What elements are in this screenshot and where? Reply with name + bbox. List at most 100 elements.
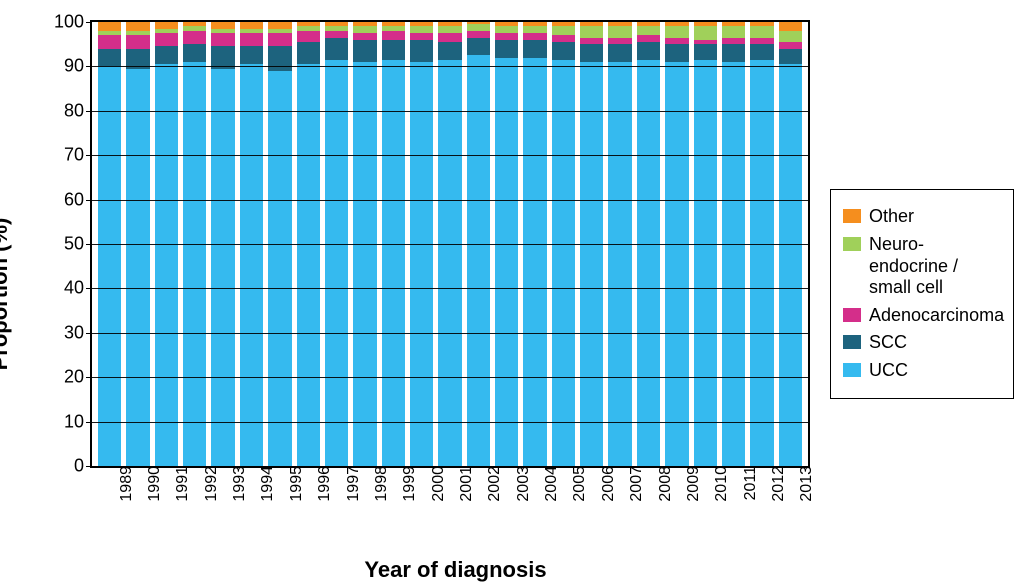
gridline <box>92 288 808 289</box>
bar-segment-neuro <box>665 26 688 37</box>
x-tick-label: 1991 <box>166 466 192 502</box>
bar-segment-adenocarcinoma <box>722 38 745 45</box>
bar-segment-adenocarcinoma <box>438 33 461 42</box>
x-tick-label: 2005 <box>563 466 589 502</box>
x-tick-label: 1999 <box>393 466 419 502</box>
y-axis-label: Proportion (%) <box>0 218 13 371</box>
legend-swatch <box>843 237 861 251</box>
bar-segment-scc <box>637 42 660 60</box>
gridline <box>92 422 808 423</box>
bar-segment-ucc <box>353 62 376 466</box>
bar-segment-scc <box>665 44 688 62</box>
bar-segment-scc <box>98 49 121 67</box>
x-tick-label: 2004 <box>535 466 561 502</box>
bar-segment-other <box>240 22 263 29</box>
bar-segment-neuro <box>523 26 546 33</box>
x-tick-label: 2011 <box>734 466 760 500</box>
bar-segment-ucc <box>580 62 603 466</box>
bar-segment-adenocarcinoma <box>211 33 234 46</box>
x-tick-label: 1993 <box>223 466 249 502</box>
bar-segment-adenocarcinoma <box>297 31 320 42</box>
bar-segment-adenocarcinoma <box>240 33 263 46</box>
bar-segment-adenocarcinoma <box>98 35 121 48</box>
legend-swatch <box>843 209 861 223</box>
bar-segment-ucc <box>240 64 263 466</box>
x-tick-label: 1990 <box>138 466 164 502</box>
bar-segment-scc <box>410 40 433 62</box>
legend-item: Adenocarcinoma <box>843 305 999 327</box>
bar-segment-adenocarcinoma <box>495 33 518 40</box>
gridline <box>92 200 808 201</box>
gridline <box>92 244 808 245</box>
bar-segment-scc <box>325 38 348 60</box>
chart-area: Proportion (%) Year of diagnosis 1989199… <box>10 10 820 578</box>
bar-segment-scc <box>183 44 206 62</box>
legend-label: SCC <box>869 332 907 354</box>
bar-segment-scc <box>523 40 546 58</box>
bar-segment-ucc <box>183 62 206 466</box>
bar-segment-neuro <box>779 31 802 42</box>
gridline <box>92 377 808 378</box>
x-tick-label: 1994 <box>251 466 277 502</box>
x-tick-label: 1997 <box>337 466 363 502</box>
y-tick-mark <box>86 422 92 423</box>
bar-segment-scc <box>552 42 575 60</box>
bar-segment-adenocarcinoma <box>353 33 376 40</box>
bar-segment-scc <box>438 42 461 60</box>
bar-segment-ucc <box>98 66 121 466</box>
y-tick-mark <box>86 244 92 245</box>
bar-segment-adenocarcinoma <box>750 38 773 45</box>
bar-segment-ucc <box>467 55 490 466</box>
y-tick-mark <box>86 200 92 201</box>
bar-segment-neuro <box>750 26 773 37</box>
x-tick-label: 2009 <box>677 466 703 502</box>
bar-segment-adenocarcinoma <box>779 42 802 49</box>
bar-segment-scc <box>240 46 263 64</box>
bar-segment-adenocarcinoma <box>552 35 575 42</box>
bar-segment-ucc <box>410 62 433 466</box>
bar-segment-ucc <box>325 60 348 466</box>
y-tick-mark <box>86 66 92 67</box>
bar-segment-ucc <box>750 60 773 466</box>
bar-segment-ucc <box>297 64 320 466</box>
bar-segment-neuro <box>637 26 660 35</box>
bar-segment-other <box>268 22 291 29</box>
legend: OtherNeuro-endocrine / small cellAdenoca… <box>830 189 1014 398</box>
bar-segment-adenocarcinoma <box>325 31 348 38</box>
bar-segment-adenocarcinoma <box>608 38 631 45</box>
gridline <box>92 155 808 156</box>
legend-swatch <box>843 308 861 322</box>
bar-segment-neuro <box>467 24 490 31</box>
bar-segment-adenocarcinoma <box>580 38 603 45</box>
bar-segment-neuro <box>608 26 631 37</box>
y-tick-mark <box>86 288 92 289</box>
x-tick-label: 1998 <box>365 466 391 502</box>
gridline <box>92 66 808 67</box>
y-tick-mark <box>86 466 92 467</box>
bar-segment-scc <box>580 44 603 62</box>
legend-item: SCC <box>843 332 999 354</box>
bar-segment-scc <box>211 46 234 68</box>
x-tick-label: 2008 <box>649 466 675 502</box>
x-tick-label: 2001 <box>450 466 476 502</box>
bar-segment-ucc <box>495 58 518 466</box>
bar-segment-adenocarcinoma <box>665 38 688 45</box>
plot-region: 1989199019911992199319941995199619971998… <box>90 20 810 468</box>
bar-segment-adenocarcinoma <box>467 31 490 38</box>
bar-segment-ucc <box>722 62 745 466</box>
legend-swatch <box>843 363 861 377</box>
bar-segment-scc <box>382 40 405 60</box>
x-tick-label: 2012 <box>762 466 788 502</box>
bar-segment-scc <box>467 38 490 56</box>
bar-segment-ucc <box>665 62 688 466</box>
bar-segment-scc <box>353 40 376 62</box>
legend-item: Other <box>843 206 999 228</box>
bar-segment-adenocarcinoma <box>155 33 178 46</box>
bar-segment-scc <box>297 42 320 64</box>
y-tick-mark <box>86 377 92 378</box>
x-tick-label: 2013 <box>790 466 816 502</box>
legend-label: UCC <box>869 360 908 382</box>
x-tick-label: 2010 <box>705 466 731 502</box>
bar-segment-ucc <box>608 62 631 466</box>
bar-segment-adenocarcinoma <box>382 31 405 40</box>
